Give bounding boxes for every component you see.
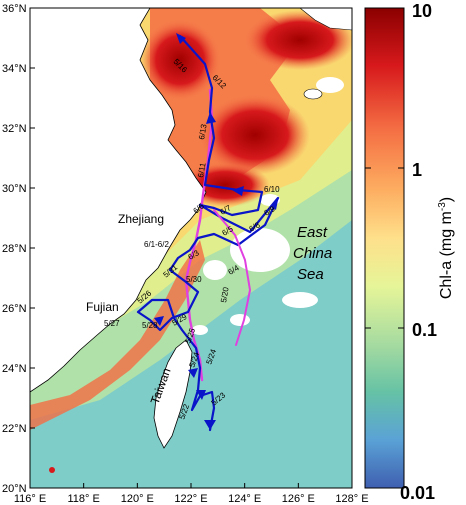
label-east-china-sea-line2: China — [293, 245, 332, 262]
label-zhejiang: Zhejiang — [118, 212, 164, 226]
y-tick-label: 28°N — [2, 243, 27, 255]
y-tick-label: 22°N — [2, 423, 27, 435]
colorbar-tick: 1 — [412, 160, 422, 180]
x-tick-label: 122° E — [174, 493, 207, 505]
x-axis: 116° E 118° E 120° E 122° E 124° E 126° E 128°… — [14, 483, 369, 505]
label-fujian: Fujian — [86, 300, 119, 314]
colorbar-tick: 0.1 — [412, 320, 437, 340]
y-tick-label: 32°N — [2, 123, 27, 135]
korea-landmass — [299, 8, 352, 31]
y-tick-label: 34°N — [2, 63, 27, 75]
cruise-date-labels: 5/16 6/12 6/13 6/11 6/10 6/9 6/7 6/8 6/6… — [104, 57, 280, 421]
date-label: 6/11 — [196, 161, 208, 178]
date-label: 6/10 — [264, 185, 280, 194]
x-tick-label: 128° E — [335, 493, 368, 505]
track-arrowheads — [154, 33, 278, 430]
date-label: 6/13 — [197, 123, 209, 140]
label-east-china-sea-line3: Sea — [297, 266, 324, 283]
y-tick-label: 26°N — [2, 303, 27, 315]
colorbar-ticks: 10 1 0.1 0.01 — [400, 1, 437, 503]
mainland-china — [30, 8, 207, 393]
colorbar — [364, 7, 405, 489]
x-tick-label: 118° E — [67, 493, 99, 505]
date-label: 5/30 — [186, 275, 202, 284]
colorbar-tick: 0.01 — [400, 483, 435, 503]
x-tick-label: 116° E — [14, 493, 46, 505]
coastal-bloom-strip — [30, 240, 205, 430]
label-east-china-sea-line1: East — [297, 224, 328, 241]
small-island — [49, 467, 55, 473]
taiwan-island — [153, 339, 193, 449]
date-label: 5/20 — [219, 286, 231, 303]
date-label: 6/1-6/2 — [144, 240, 169, 249]
x-tick-label: 124° E — [228, 493, 261, 505]
track-blue-south — [136, 268, 216, 432]
date-label: 5/27 — [104, 319, 120, 328]
date-label: 5/28 — [142, 321, 158, 330]
x-tick-label: 126° E — [282, 493, 315, 505]
track-magenta-2 — [213, 209, 251, 346]
map-plot-area — [30, 8, 352, 488]
track-blue-north — [168, 34, 280, 272]
y-tick-label: 36°N — [2, 3, 27, 15]
colorbar-tick-marks — [365, 167, 404, 329]
cruise-track — [136, 34, 280, 432]
y-axis: 20°N 22°N 24°N 26°N 28°N 30°N 32°N 34°N 36°N — [2, 3, 35, 495]
y-tick-label: 30°N — [2, 183, 27, 195]
chl-hotspot-north — [200, 95, 310, 175]
y-tick-label: 24°N — [2, 363, 27, 375]
colorbar-tick: 10 — [412, 1, 432, 21]
chl-hotspot-nw — [140, 20, 220, 100]
jeju-island — [303, 88, 323, 100]
y-tick-label: 20°N — [2, 483, 27, 495]
colorbar-label: Chl-a (mg m-3) — [437, 197, 455, 299]
x-tick-label: 120° E — [121, 493, 154, 505]
